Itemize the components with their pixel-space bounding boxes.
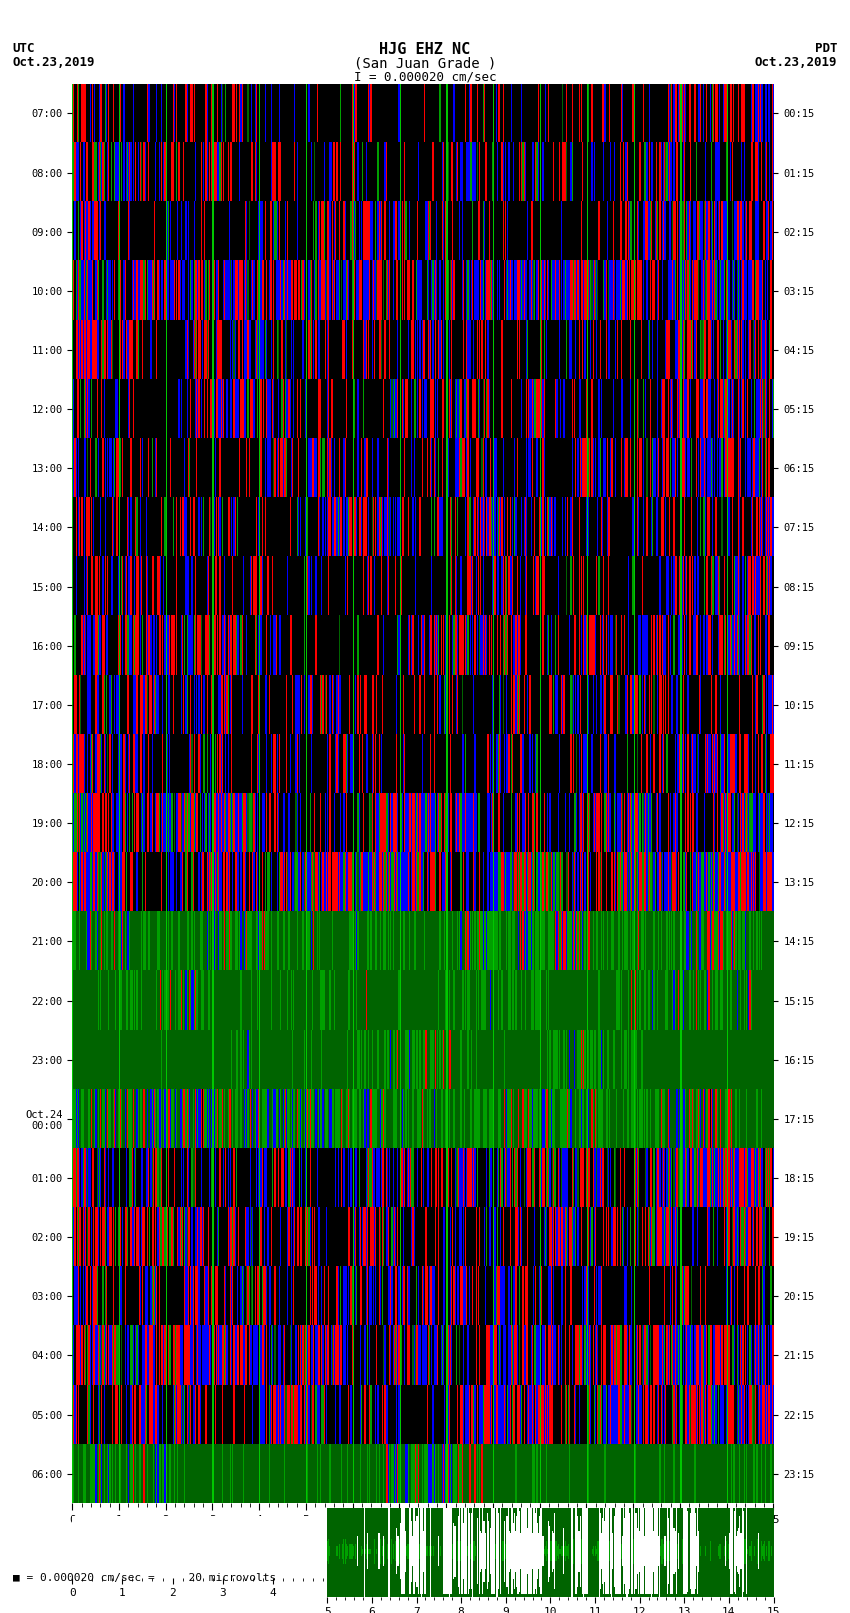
Text: UTC: UTC [13, 42, 35, 55]
Text: I = 0.000020 cm/sec: I = 0.000020 cm/sec [354, 71, 496, 84]
Text: (San Juan Grade ): (San Juan Grade ) [354, 56, 496, 71]
Text: HJG EHZ NC: HJG EHZ NC [379, 42, 471, 56]
Text: ■ = 0.000020 cm/sec =     20 microvolts: ■ = 0.000020 cm/sec = 20 microvolts [13, 1573, 276, 1582]
Text: Oct.23,2019: Oct.23,2019 [755, 56, 837, 69]
Text: PDT: PDT [815, 42, 837, 55]
Text: Oct.23,2019: Oct.23,2019 [13, 56, 95, 69]
